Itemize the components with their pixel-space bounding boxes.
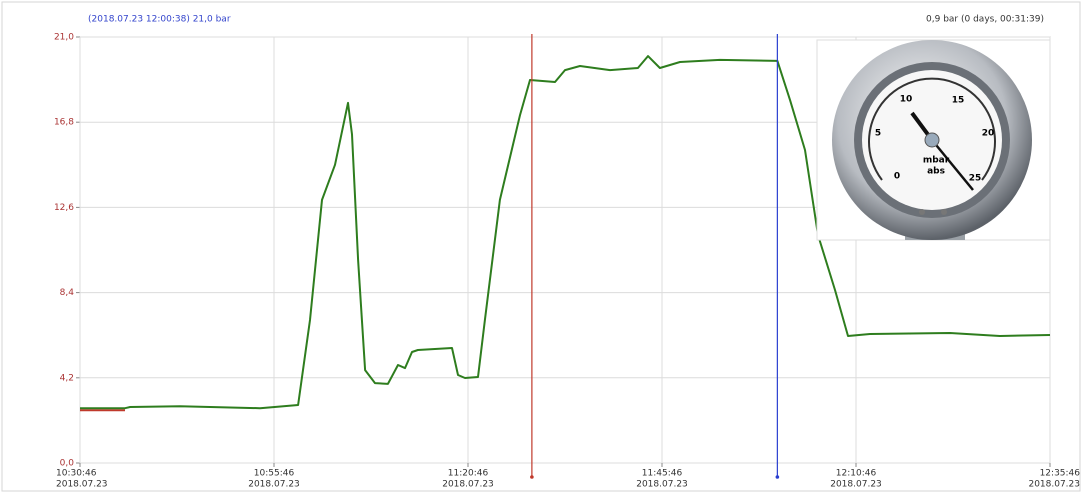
cursor-handle — [775, 475, 780, 479]
gauge-label: 25 — [969, 174, 982, 184]
x-tick-date: 2018.07.23 — [830, 480, 882, 490]
x-tick-date: 2018.07.23 — [1028, 480, 1080, 490]
gauge-unit: mbar — [923, 156, 950, 166]
gauge-hub — [924, 132, 940, 148]
y-tick-label: 4,2 — [60, 373, 74, 383]
x-tick-date: 2018.07.23 — [636, 480, 688, 490]
x-tick-label: 10:55:46 — [254, 469, 295, 479]
gauge-needle — [931, 139, 974, 191]
x-tick-label: 12:35:46 — [1040, 469, 1081, 479]
y-tick-label: 12,6 — [54, 203, 74, 213]
series-line — [80, 55, 1051, 410]
gauge-label: 5 — [875, 129, 881, 139]
gauge-screw — [919, 209, 925, 215]
x-tick-date: 2018.07.23 — [442, 480, 494, 490]
lines — [80, 34, 1051, 479]
gauge-label: 15 — [952, 96, 965, 106]
y-tick-label: 0,0 — [60, 459, 75, 469]
x-tick-label: 12:10:46 — [836, 469, 877, 479]
y-tick-label: 16,8 — [54, 118, 74, 128]
cursor-handle — [530, 475, 534, 479]
gauge-unit: abs — [927, 167, 945, 177]
x-tick-label: 11:20:46 — [448, 469, 489, 479]
y-tick-label: 21,0 — [54, 33, 74, 43]
x-tick-date: 2018.07.23 — [248, 480, 300, 490]
y-tick-label: 8,4 — [60, 288, 75, 298]
x-tick-date: 2018.07.23 — [56, 480, 108, 490]
x-tick-label: 11:45:46 — [642, 469, 683, 479]
x-tick-label: 10:30:46 — [56, 469, 97, 479]
header-right: 0,9 bar (0 days, 00:31:39) — [926, 15, 1044, 25]
gauge-screw — [941, 209, 947, 215]
header-left: (2018.07.23 12:00:38) 21,0 bar — [88, 15, 231, 25]
gauge-label: 20 — [982, 129, 995, 139]
gauge-image: 0 5 10 15 20 25 mbar abs — [816, 39, 1051, 241]
gauge-label: 0 — [894, 172, 900, 182]
gauge-scale — [868, 77, 996, 181]
gauge-label: 10 — [900, 95, 913, 105]
